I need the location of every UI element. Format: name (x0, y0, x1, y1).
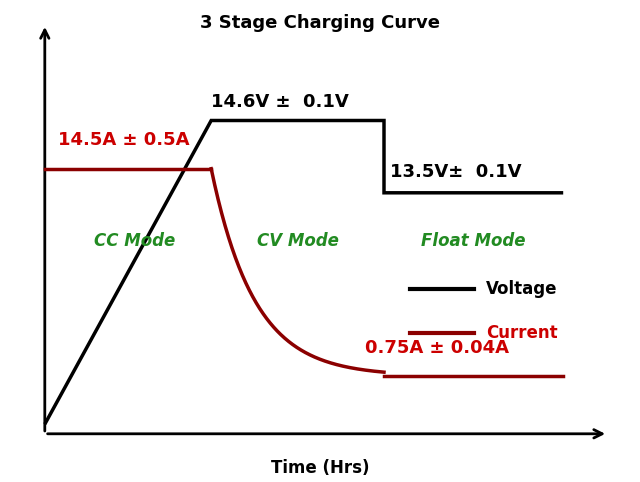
Text: 14.5A ± 0.5A: 14.5A ± 0.5A (58, 132, 189, 149)
Text: 3 Stage Charging Curve: 3 Stage Charging Curve (200, 14, 440, 32)
Text: Time (Hrs): Time (Hrs) (271, 459, 369, 477)
Text: Current: Current (486, 323, 558, 342)
Text: 14.6V ±  0.1V: 14.6V ± 0.1V (211, 93, 349, 111)
Text: 13.5V±  0.1V: 13.5V± 0.1V (390, 163, 522, 181)
Text: CV Mode: CV Mode (257, 232, 339, 250)
Text: CC Mode: CC Mode (94, 232, 175, 250)
Text: Voltage: Voltage (486, 280, 558, 298)
Text: 0.75A ± 0.04A: 0.75A ± 0.04A (365, 339, 509, 357)
Text: Float Mode: Float Mode (421, 232, 526, 250)
